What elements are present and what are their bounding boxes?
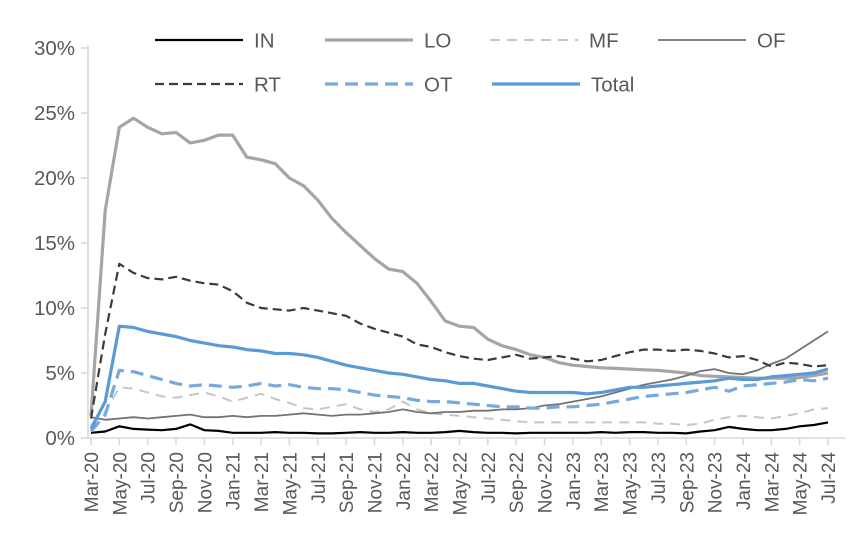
y-tick-label-5%: 5% [45,362,75,385]
x-tick-label-Nov-21: Nov-21 [365,452,386,513]
x-tick-label-May-24: May-24 [791,452,812,516]
y-tick-label-20%: 20% [34,167,75,190]
x-tick-label-Jan-22: Jan-22 [394,452,415,510]
legend-label-LO: LO [424,30,451,53]
x-tick-label-Jan-21: Jan-21 [224,452,245,510]
series-line-LO [89,116,829,417]
x-tick-label-Mar-22: Mar-22 [422,452,443,512]
x-tick-label-Nov-23: Nov-23 [706,452,727,513]
x-tick-label-Sep-21: Sep-21 [337,452,358,513]
x-tick-label-Jul-23: Jul-23 [649,452,670,504]
x-tick-label-Sep-23: Sep-23 [677,452,698,513]
x-tick-label-Jul-22: Jul-22 [479,452,500,504]
series-line-IN [90,421,829,435]
series-line-MF [90,386,829,426]
legend-label-OT: OT [424,74,453,97]
legend-label-OF: OF [757,30,785,53]
x-tick-label-Jul-21: Jul-21 [309,452,330,504]
series-line-OF [90,330,829,421]
y-tick-label-25%: 25% [34,102,75,125]
x-tick-label-May-23: May-23 [621,452,642,515]
series-line-OT [89,368,829,433]
x-tick-label-Jan-24: Jan-24 [734,452,755,511]
x-tick-label-May-20: May-20 [110,452,131,515]
x-tick-label-Sep-20: Sep-20 [167,452,188,513]
x-tick-label-Jul-24: Jul-24 [819,452,840,504]
x-tick-label-Mar-21: Mar-21 [252,452,273,512]
x-tick-label-Sep-22: Sep-22 [507,452,528,513]
y-tick-label-0%: 0% [45,427,75,450]
x-tick-label-Mar-24: Mar-24 [762,452,783,513]
legend-label-IN: IN [254,30,275,53]
x-tick-label-Jan-23: Jan-23 [564,452,585,510]
x-tick-label-May-21: May-21 [280,452,301,515]
legend-label-Total: Total [591,74,634,97]
x-tick-label-May-22: May-22 [451,452,472,515]
y-tick-label-30%: 30% [34,37,75,60]
series-line-RT [89,262,829,419]
series-line-Total [89,324,829,430]
x-tick-label-Mar-23: Mar-23 [592,452,613,512]
x-tick-label-Nov-22: Nov-22 [536,452,557,513]
y-tick-label-10%: 10% [34,297,75,320]
legend-label-RT: RT [254,74,281,97]
x-tick-label-Mar-20: Mar-20 [82,452,103,512]
y-tick-label-15%: 15% [34,232,75,255]
x-tick-label-Jul-20: Jul-20 [139,452,160,504]
x-tick-label-Nov-20: Nov-20 [195,452,216,513]
legend-label-MF: MF [589,30,619,53]
